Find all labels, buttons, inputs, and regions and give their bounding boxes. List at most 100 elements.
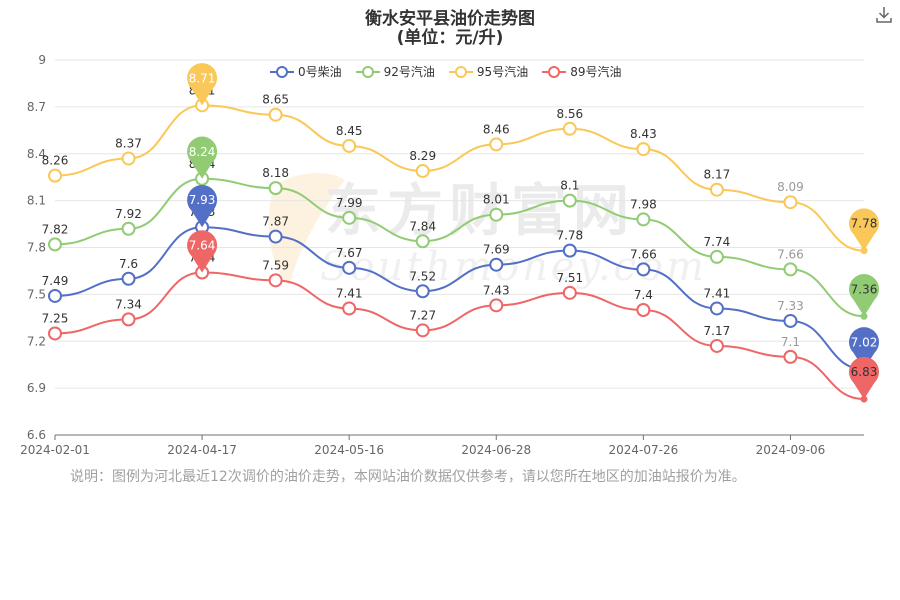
data-point[interactable]	[268, 229, 283, 244]
data-label: 7.84	[409, 219, 436, 233]
data-label: 7.41	[336, 286, 363, 300]
data-point[interactable]	[48, 326, 62, 341]
legend-label: 95号汽油	[476, 65, 529, 79]
data-point[interactable]	[415, 234, 430, 249]
data-label: 7.17	[704, 324, 731, 338]
data-point[interactable]	[636, 142, 651, 157]
data-point[interactable]	[783, 349, 798, 364]
data-point[interactable]	[562, 121, 577, 136]
data-point[interactable]	[342, 260, 357, 275]
pin-marker: 7.93	[187, 184, 218, 228]
data-point[interactable]	[783, 262, 798, 277]
legend[interactable]: 0号柴油 92号汽油 95号汽油 89号汽油	[270, 63, 621, 80]
data-point[interactable]	[342, 301, 357, 316]
legend-item-gasoline-89[interactable]: 89号汽油	[542, 63, 621, 80]
y-tick-label: 7.8	[27, 241, 46, 255]
data-point[interactable]	[636, 262, 651, 277]
legend-label: 92号汽油	[383, 65, 435, 79]
y-tick-label: 8.1	[27, 194, 46, 208]
data-label: 7.59	[262, 258, 289, 272]
pin-marker: 8.24	[187, 136, 218, 179]
pin-marker: 8.71	[187, 63, 218, 106]
data-point[interactable]	[489, 298, 504, 313]
data-label: 8.26	[42, 154, 69, 168]
data-point[interactable]	[709, 338, 724, 353]
data-label: 7.98	[630, 197, 657, 211]
x-tick-label: 2024-09-06	[756, 443, 826, 457]
data-point[interactable]	[268, 181, 283, 196]
data-label: 7.78	[556, 229, 583, 243]
data-label: 8.18	[262, 166, 289, 180]
watermark: 东方财富网 Southmoney.com	[268, 173, 704, 290]
data-point[interactable]	[268, 273, 283, 288]
data-label: 7.67	[336, 246, 363, 260]
data-point[interactable]	[268, 107, 283, 122]
pin-marker: 6.83	[849, 356, 879, 400]
data-point[interactable]	[709, 249, 724, 264]
y-tick-label: 8.7	[27, 100, 46, 114]
data-point[interactable]	[489, 257, 504, 272]
legend-swatch	[270, 65, 294, 78]
y-tick-label: 6.6	[27, 428, 46, 442]
y-tick-label: 9	[38, 53, 46, 67]
data-label: 7.99	[336, 196, 363, 210]
data-label: 8.01	[483, 193, 510, 207]
data-point[interactable]	[415, 284, 430, 299]
legend-swatch	[448, 65, 473, 78]
data-point[interactable]	[121, 271, 136, 286]
data-point[interactable]	[489, 207, 504, 222]
data-label: 8.45	[336, 124, 363, 138]
data-point[interactable]	[636, 212, 651, 227]
legend-swatch	[355, 65, 380, 78]
data-label: 7.82	[42, 222, 69, 236]
pin-shape	[187, 184, 218, 228]
chart-subtitle: (单位：元/升)	[396, 28, 504, 48]
x-tick-label: 2024-02-01	[20, 443, 90, 457]
data-point[interactable]	[562, 193, 577, 208]
data-point[interactable]	[121, 221, 136, 236]
data-point[interactable]	[783, 195, 798, 210]
data-label: 8.43	[630, 127, 657, 141]
pin-label: 6.83	[851, 365, 878, 379]
download-icon[interactable]	[876, 6, 892, 24]
x-tick-label: 2024-04-17	[167, 443, 237, 457]
legend-label: 89号汽油	[570, 65, 622, 79]
data-point[interactable]	[415, 323, 430, 338]
data-label: 8.56	[556, 107, 583, 121]
data-point[interactable]	[48, 288, 62, 303]
x-tick-label: 2024-06-28	[461, 443, 531, 457]
data-label: 7.33	[777, 299, 804, 313]
data-point[interactable]	[121, 151, 136, 166]
data-label: 8.37	[115, 136, 142, 150]
legend-item-diesel-0[interactable]: 0号柴油	[270, 63, 342, 80]
legend-swatch	[542, 65, 567, 78]
data-point[interactable]	[562, 285, 577, 300]
data-label: 8.09	[777, 180, 804, 194]
data-point[interactable]	[121, 312, 136, 327]
data-point[interactable]	[48, 237, 62, 252]
pin-label: 7.02	[851, 335, 878, 349]
data-point[interactable]	[342, 138, 357, 153]
pin-marker: 7.64	[187, 230, 218, 273]
pin-shape	[849, 208, 879, 251]
svg-text:东方财富网: 东方财富网	[325, 178, 635, 244]
data-point[interactable]	[415, 163, 430, 178]
data-point[interactable]	[562, 243, 577, 258]
data-point[interactable]	[709, 301, 724, 316]
pin-label: 8.24	[189, 145, 216, 159]
data-point[interactable]	[489, 137, 504, 152]
data-point[interactable]	[709, 182, 724, 197]
data-label: 7.74	[704, 235, 731, 249]
legend-item-gasoline-95[interactable]: 95号汽油	[448, 63, 529, 80]
data-label: 7.66	[777, 247, 804, 261]
data-point[interactable]	[783, 313, 798, 328]
data-label: 7.1	[781, 335, 800, 349]
data-point[interactable]	[48, 168, 62, 183]
x-tick-label: 2024-07-26	[608, 443, 678, 457]
data-point[interactable]	[636, 303, 651, 317]
pin-marker: 7.36	[849, 274, 879, 317]
data-label: 8.46	[483, 122, 510, 136]
legend-item-gasoline-92[interactable]: 92号汽油	[355, 63, 435, 80]
pin-label: 7.64	[189, 239, 216, 253]
data-point[interactable]	[342, 210, 357, 225]
